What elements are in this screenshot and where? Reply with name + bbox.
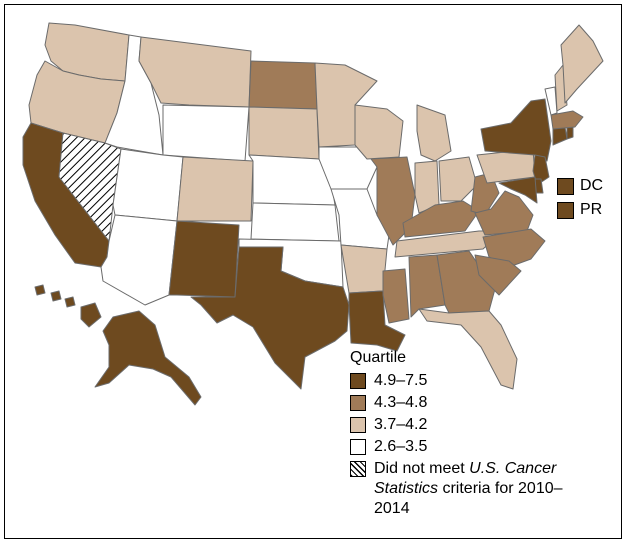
- state-maine: [560, 24, 604, 104]
- us-choropleth-map: [22, 22, 604, 406]
- legend-swatch-q2: [350, 395, 366, 411]
- territory-dc-label: DC: [580, 177, 604, 194]
- state-arizona: [100, 214, 178, 306]
- state-hawaii: [34, 284, 102, 328]
- legend-excluded-italic: U.S. Cancer Statistics: [374, 460, 557, 497]
- state-kentucky: [402, 200, 480, 238]
- legend-item-q4: 2.6–3.5: [350, 437, 588, 457]
- state-south-carolina: [474, 254, 522, 296]
- state-north-dakota: [248, 60, 318, 110]
- legend-label-q3: 3.7–4.2: [374, 416, 428, 433]
- state-florida: [418, 308, 518, 390]
- state-new-mexico: [168, 220, 240, 298]
- state-colorado: [176, 156, 254, 222]
- state-mississippi: [382, 268, 410, 324]
- legend-item-q2: 4.3–4.8: [350, 393, 588, 413]
- legend-swatch-q4: [350, 439, 366, 455]
- state-michigan: [416, 104, 452, 162]
- state-rhode-island: [566, 126, 574, 140]
- state-virginia: [474, 190, 534, 236]
- legend-item-q1: 4.9–7.5: [350, 371, 588, 391]
- legend-item-excluded: Did not meet U.S. Cancer Statistics crit…: [350, 459, 588, 519]
- state-montana: [138, 36, 252, 108]
- territory-pr-swatch: [557, 201, 574, 219]
- state-wyoming: [162, 104, 250, 162]
- state-kansas: [250, 202, 340, 242]
- legend-swatch-q3: [350, 417, 366, 433]
- map-figure: DC PR Quartile 4.9–7.5 4.3–4.8 3.7–4.2 2…: [4, 4, 622, 539]
- state-texas: [190, 246, 350, 390]
- state-connecticut: [552, 126, 568, 146]
- territory-pr-label: PR: [580, 201, 603, 218]
- legend-label-excluded: Did not meet U.S. Cancer Statistics crit…: [374, 459, 588, 519]
- legend-label-q2: 4.3–4.8: [374, 394, 428, 411]
- state-ohio: [438, 156, 478, 202]
- territory-dc-swatch: [557, 177, 574, 195]
- legend-label-q4: 2.6–3.5: [374, 438, 428, 455]
- legend-excluded-post: criteria for 2010–2014: [374, 480, 563, 517]
- territory-pr: PR: [557, 201, 602, 219]
- state-missouri: [330, 188, 390, 250]
- state-maryland: [498, 176, 538, 204]
- state-massachusetts: [550, 110, 584, 130]
- state-vermont: [544, 86, 558, 116]
- legend-excluded-pre: Did not meet: [374, 460, 470, 477]
- state-utah: [112, 148, 184, 222]
- legend-item-q3: 3.7–4.2: [350, 415, 588, 435]
- legend-swatch-q1: [350, 373, 366, 389]
- state-louisiana: [348, 290, 406, 352]
- territory-dc: DC: [557, 177, 603, 195]
- state-wisconsin: [354, 104, 404, 160]
- legend-title: Quartile: [350, 349, 407, 366]
- legend-label-q1: 4.9–7.5: [374, 372, 428, 389]
- state-new-jersey: [532, 154, 550, 186]
- state-alabama: [408, 254, 446, 318]
- legend: Quartile 4.9–7.5 4.3–4.8 3.7–4.2 2.6–3.5…: [348, 349, 588, 521]
- state-new-york: [480, 98, 552, 162]
- state-arkansas: [340, 244, 388, 294]
- state-south-dakota: [248, 106, 320, 160]
- state-alaska: [94, 310, 202, 406]
- legend-swatch-excluded: [350, 461, 366, 477]
